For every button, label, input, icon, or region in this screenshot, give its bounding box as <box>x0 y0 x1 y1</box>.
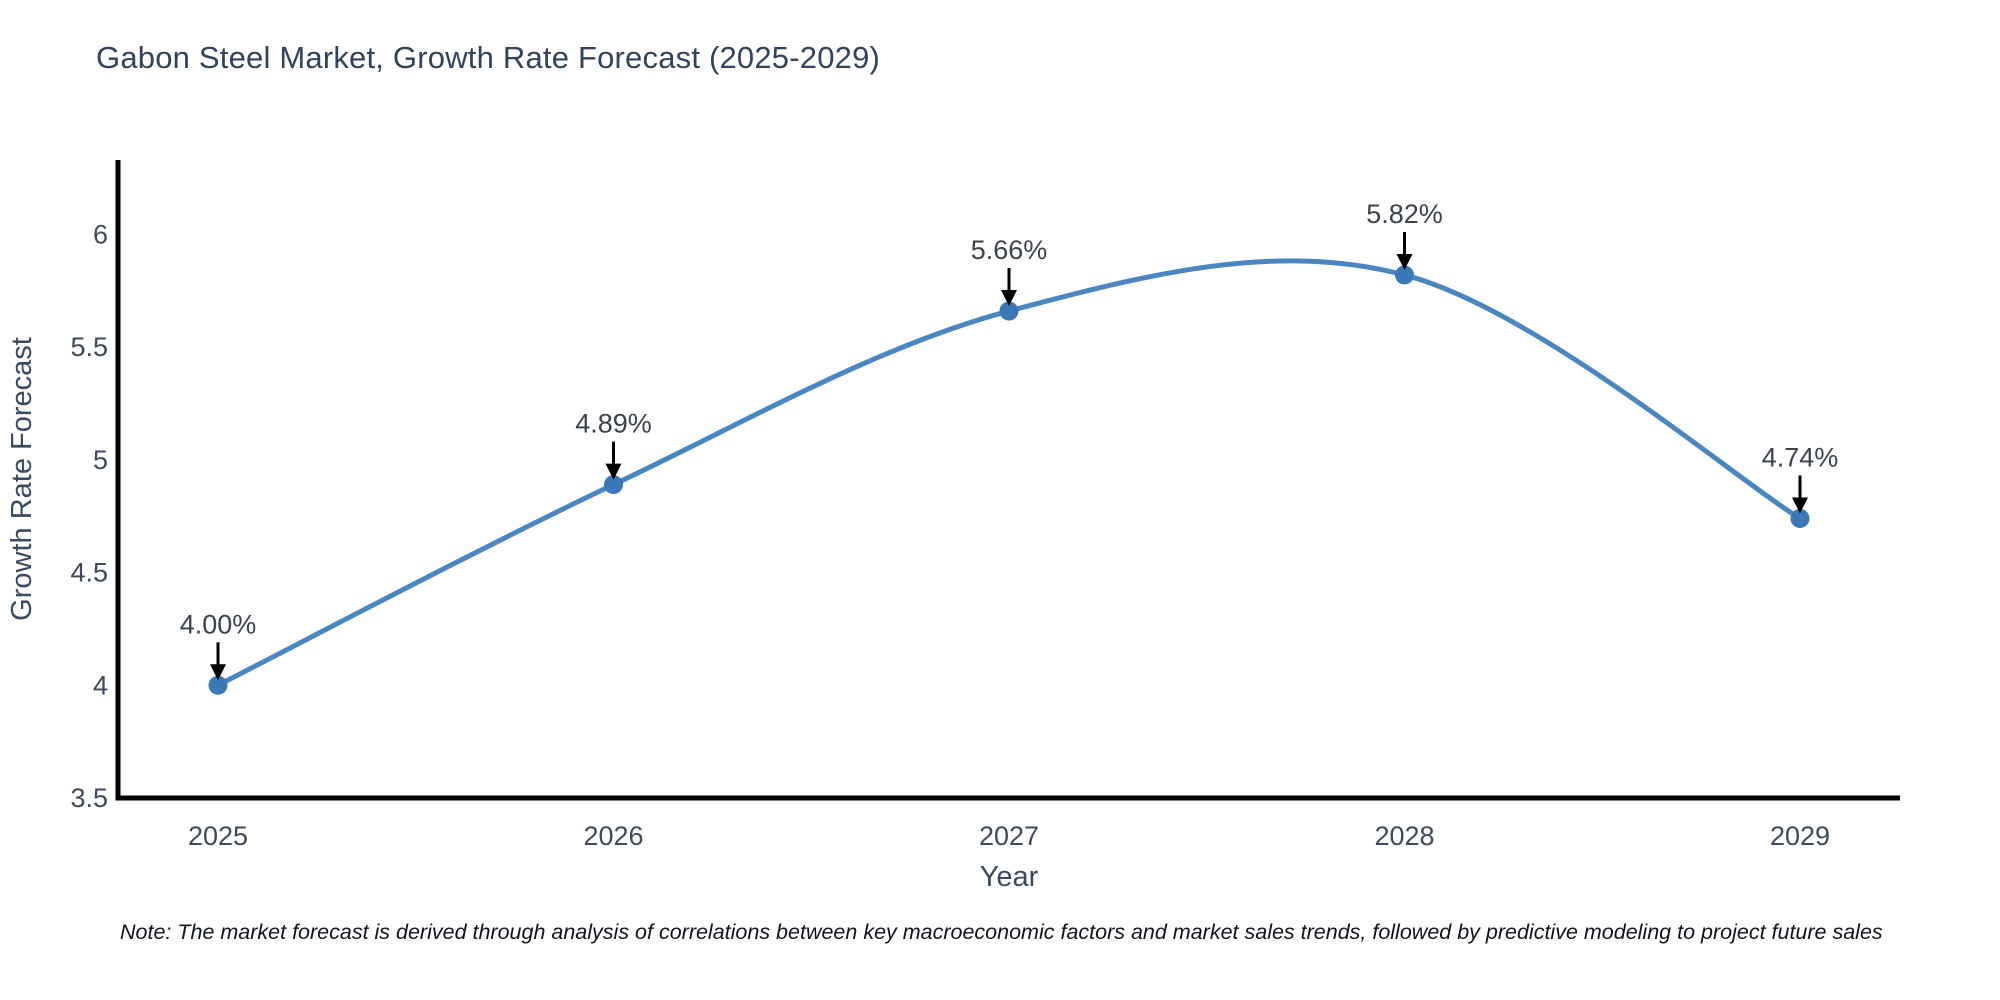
annotation-arrowhead-icon <box>1396 253 1413 270</box>
point-annotation-label: 5.82% <box>1366 199 1443 229</box>
x-axis-tick-label: 2029 <box>1770 821 1830 851</box>
annotations-layer: 4.00% 4.89% 5.66% 5.82% 4.74% <box>180 199 1839 681</box>
annotation-arrowhead-icon <box>605 463 622 480</box>
x-axis-tick-label: 2026 <box>583 821 643 851</box>
data-point-marker[interactable] <box>999 301 1019 321</box>
y-axis-tick-label: 4 <box>93 670 108 700</box>
y-axis-tick-label: 3.5 <box>70 783 108 813</box>
annotation-arrowhead-icon <box>1792 497 1808 514</box>
ticks-layer: 3.5 4 4.5 5 5.5 6 2025 2026 2027 2028 2029 <box>70 219 1830 851</box>
y-axis-tick-label: 4.5 <box>70 558 108 588</box>
footnote: Note: The market forecast is derived thr… <box>120 920 1883 944</box>
x-axis-tick-label: 2028 <box>1374 821 1434 851</box>
data-point-marker[interactable] <box>1395 265 1414 285</box>
y-axis-tick-label: 5 <box>93 445 108 475</box>
data-point-marker[interactable] <box>1790 508 1810 528</box>
axes-layer <box>115 160 1900 801</box>
chart-title: Gabon Steel Market, Growth Rate Forecast… <box>96 40 881 75</box>
point-annotation-label: 4.00% <box>180 609 257 639</box>
y-axis-title: Growth Rate Forecast <box>6 337 38 621</box>
annotation-arrowhead-icon <box>210 664 226 681</box>
x-axis-tick-label: 2027 <box>979 821 1039 851</box>
x-axis-title: Year <box>980 861 1039 893</box>
y-axis-tick-label: 6 <box>93 219 108 249</box>
x-axis-tick-label: 2025 <box>188 821 248 851</box>
point-annotation-label: 4.74% <box>1762 442 1839 472</box>
axis-lines <box>115 160 1900 801</box>
data-point-marker[interactable] <box>604 475 623 495</box>
annotation-arrowhead-icon <box>1001 290 1017 307</box>
series-layer <box>208 258 1810 695</box>
point-annotation-label: 5.66% <box>971 235 1048 265</box>
data-point-marker[interactable] <box>208 675 228 695</box>
y-axis-tick-label: 5.5 <box>70 332 108 362</box>
point-annotation-label: 4.89% <box>575 409 652 439</box>
series-line <box>215 258 1803 688</box>
